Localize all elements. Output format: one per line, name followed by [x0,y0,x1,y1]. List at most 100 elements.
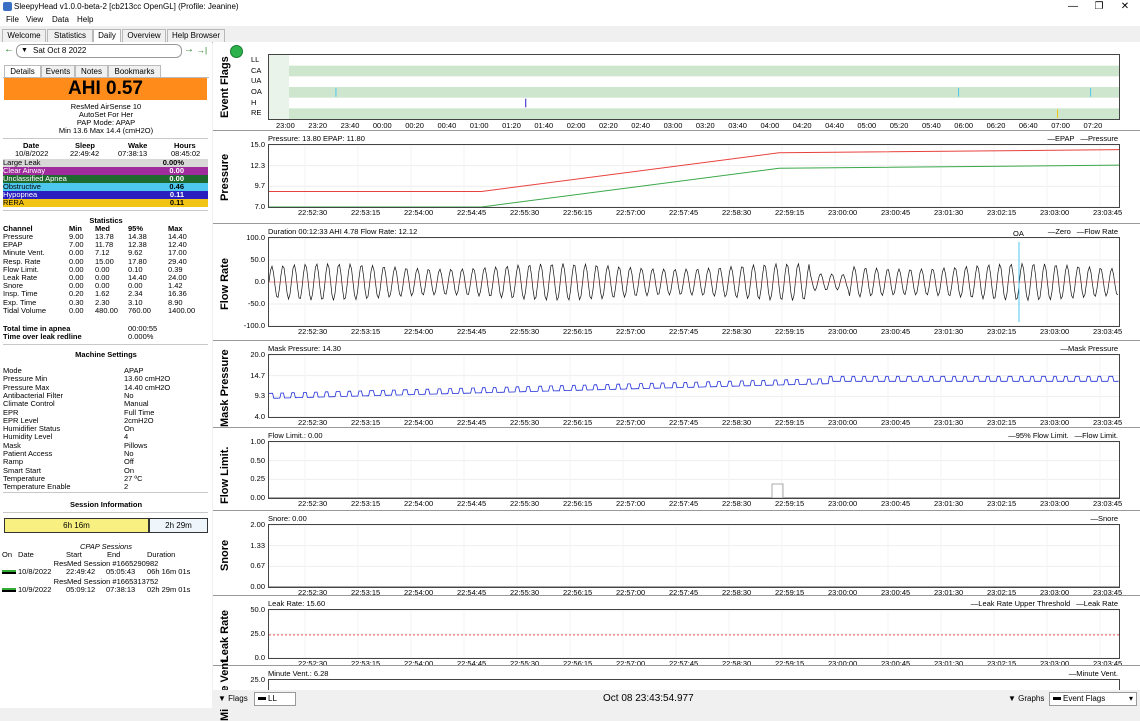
chart-plot[interactable] [268,609,1120,659]
event-flags-xtick: 02:00 [566,121,586,130]
minimize-button[interactable]: — [1068,1,1078,12]
chart-xtick: 22:55:30 [510,418,540,427]
event-flags-xtick: 01:40 [534,121,554,130]
chart-legend: —Minute Vent. [1063,669,1118,678]
menu-bar: File View Data Help [0,14,1140,26]
prev-day-button[interactable]: ← [4,44,14,55]
event-flags-xtick: 23:20 [308,121,328,130]
event-flags-xtick: 06:40 [1018,121,1038,130]
date-picker[interactable]: ▼ Sat Oct 8 2022 [16,44,182,58]
date-value: Sat Oct 8 2022 [33,46,87,55]
subtab-events[interactable]: Events [41,65,75,78]
chart-ytick: 50.0 [250,255,265,264]
chart-xtick: 23:00:45 [881,659,911,668]
event-row-large-leak[interactable]: Large Leak 0.00% [3,159,208,167]
event-flags-xtick: 04:00 [760,121,780,130]
legend-entry: —Leak Rate Upper Threshold [970,599,1071,608]
chart-xtick: 22:54:45 [457,659,487,668]
chart-xtick: 22:57:00 [616,327,646,336]
chart-title: Pressure: 13.80 EPAP: 11.80 [268,134,365,143]
chart-plot[interactable] [268,354,1120,418]
event-row-clear-airway[interactable]: Clear Airway 0.00 [3,167,208,175]
session-bar-1[interactable]: 6h 16m [4,518,149,533]
event-flags-selector[interactable]: Event Flags ▾ [1049,692,1137,706]
tab-help-browser[interactable]: Help Browser [167,29,225,43]
chart-xtick: 22:54:00 [404,208,434,217]
flags-dropdown[interactable]: ▼ Flags [218,694,248,703]
session-row[interactable]: 10/9/2022 05:09:12 07:38:13 02h 29m 01s [2,586,207,594]
close-button[interactable]: ✕ [1120,1,1130,12]
graph-area[interactable]: Event Flags LL CA UA OA H RE 23:00 23:20 23:40 00:… [213,42,1140,721]
ll-swatch [258,696,266,700]
chart-ylabel: Flow Rate [219,257,231,310]
chart-svg-0 [269,145,1119,207]
chart-xtick: 22:57:00 [616,208,646,217]
event-flags-xtick: 23:40 [340,121,360,130]
chart-xtick: 22:57:00 [616,418,646,427]
event-flags-plot[interactable] [268,54,1120,120]
chart-xtick: 22:56:15 [563,499,593,508]
menu-data[interactable]: Data [52,15,69,24]
chart-ytick: 25.0 [250,629,265,638]
graphs-dropdown[interactable]: ▼ Graphs [1008,694,1045,703]
setting-row: Antibacterial Filter No [3,390,134,400]
tab-daily[interactable]: Daily [93,29,121,43]
last-day-button[interactable]: →| [197,46,208,55]
stats-row: Exp. Time 0.30 2.30 3.10 8.90 [3,297,183,307]
series-epap [269,164,1119,207]
chart-xtick: 23:03:00 [1040,418,1070,427]
chart-xtick: 22:55:30 [510,327,540,336]
session-row[interactable]: 10/8/2022 22:49:42 05:05:43 06h 16m 01s [2,568,207,576]
session-enabled-swatch[interactable] [2,588,16,592]
panel-separator [213,223,1140,224]
menu-view[interactable]: View [26,15,44,24]
event-row-obstructive[interactable]: Obstructive 0.46 [3,183,208,191]
menu-help[interactable]: Help [77,15,94,24]
chart-title: Flow Limit.: 0.00 [268,431,323,440]
sleep-values: 10/8/2022 22:49:42 07:38:13 08:45:02 [15,149,201,158]
event-row-unclassified-apnea[interactable]: Unclassified Apnea 0.00 [3,175,208,183]
chart-plot[interactable] [268,144,1120,208]
event-flags-xtick: 02:20 [599,121,618,130]
stats-row: Leak Rate 0.00 0.00 14.40 24.00 [3,273,187,282]
event-flags-xtick: 03:20 [695,121,715,130]
chart-svg-2 [269,355,1119,417]
next-day-button[interactable]: → [184,44,194,55]
chart-xtick: 23:01:30 [934,659,964,668]
chart-plot[interactable] [268,524,1120,588]
chart-xtick: 22:57:00 [616,499,646,508]
chart-xtick: 23:01:30 [934,418,964,427]
tab-welcome[interactable]: Welcome [2,29,46,43]
event-flags-xtick: 00:00 [372,121,392,130]
setting-row: Temperature Enable 2 [3,482,129,492]
setting-row: Mask Pillows [3,440,148,450]
ll-selector[interactable]: LL [254,692,296,706]
event-flags-xtick: 04:40 [825,121,844,130]
chart-xtick: 22:52:30 [298,327,328,336]
chart-plot[interactable] [268,237,1120,327]
chart-xtick: 22:58:30 [722,499,752,508]
leak-redline-row: Time over leak redline 0.000% [3,332,154,341]
maximize-button[interactable]: ❐ [1094,1,1104,12]
chart-xtick: 22:54:00 [404,327,434,336]
chart-xtick: 22:55:30 [510,659,540,668]
chart-plot[interactable] [268,441,1120,499]
chart-xtick: 22:53:15 [351,208,381,217]
chart-xtick: 23:03:00 [1040,327,1070,336]
chart-xtick: 22:57:00 [616,659,646,668]
session-bar-2[interactable]: 2h 29m [149,518,208,533]
session-enabled-swatch[interactable] [2,570,16,574]
stats-row: Resp. Rate 0.00 15.00 17.80 29.40 [3,256,187,266]
setting-row: Humidifier Status On [3,424,135,434]
event-row-rera[interactable]: RERA 0.11 [3,199,208,207]
event-flags-xtick: 07:00 [1051,121,1070,130]
chart-ylabel: Minute Vent. [219,656,231,721]
event-flags-xtick: 05:40 [922,121,941,130]
chart-ytick: 9.7 [254,181,265,191]
tab-statistics[interactable]: Statistics [47,29,93,43]
menu-file[interactable]: File [6,15,19,24]
chart-xtick: 22:57:00 [616,588,646,597]
tab-overview[interactable]: Overview [122,29,166,43]
pushpin-icon[interactable] [230,45,243,58]
event-row-hypopnea[interactable]: Hypopnea 0.11 [3,191,208,199]
